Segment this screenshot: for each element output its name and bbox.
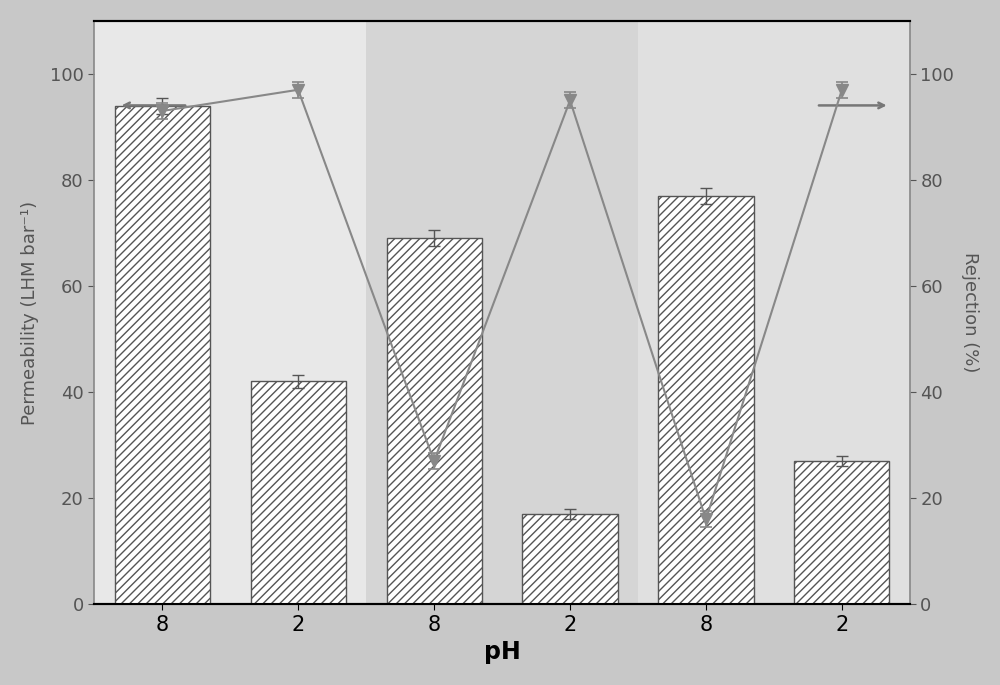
Bar [115,105,210,604]
Bar [658,196,754,604]
Bar [794,461,889,604]
X-axis label: pH: pH [484,640,520,664]
Y-axis label: Rejection (%): Rejection (%) [961,252,979,373]
Bar [387,238,482,604]
Bar [94,21,366,604]
Bar [366,21,638,604]
Bar [251,382,346,604]
Bar [638,21,910,604]
Bar [522,514,618,604]
Y-axis label: Permeability (LHM bar⁻¹): Permeability (LHM bar⁻¹) [21,201,39,425]
